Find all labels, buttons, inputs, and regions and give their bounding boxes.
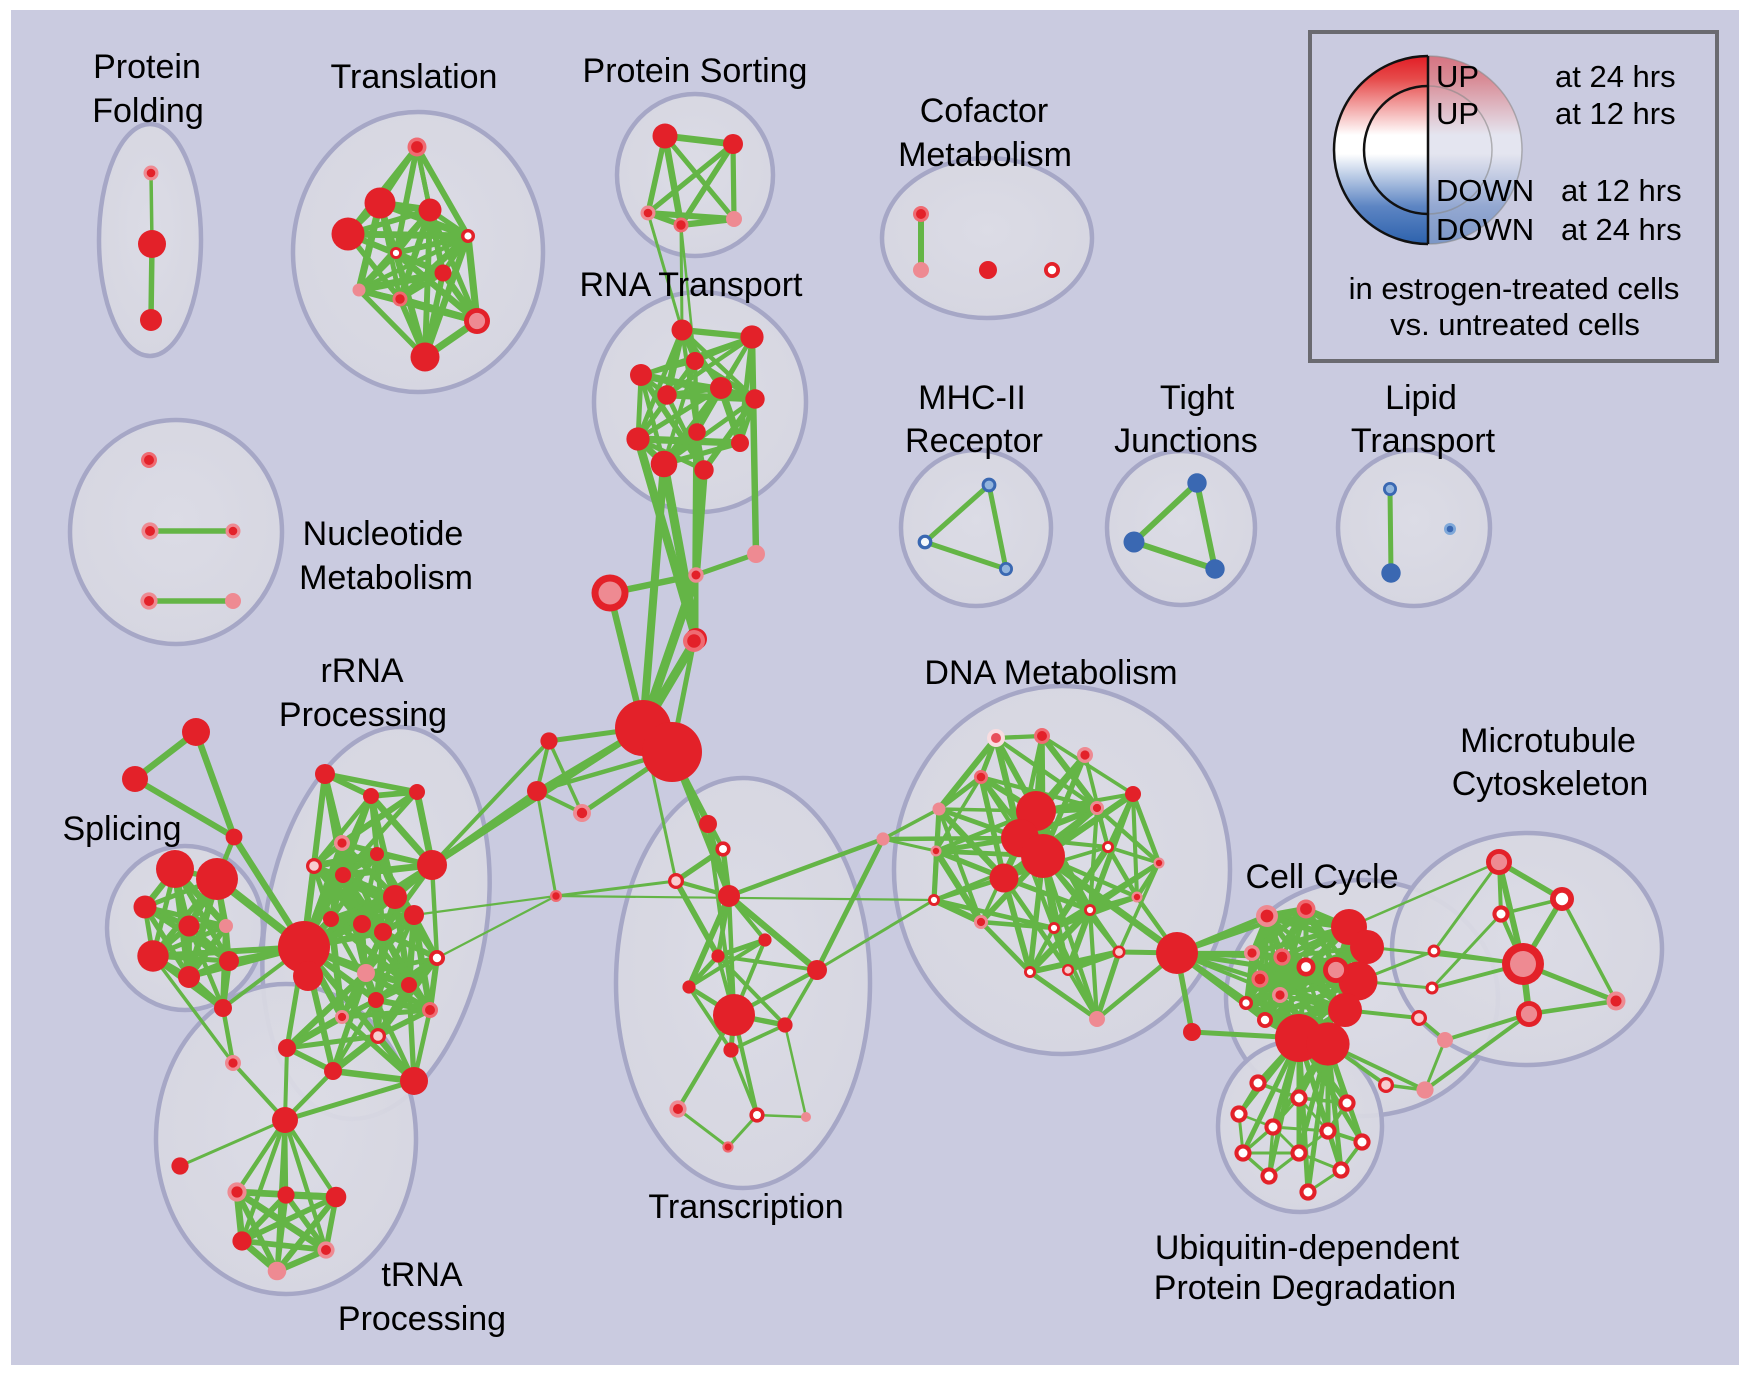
svg-text:Lipid: Lipid [1385,379,1457,417]
svg-text:at 12 hrs: at 12 hrs [1561,173,1682,208]
svg-text:Processing: Processing [338,1300,506,1338]
svg-text:Metabolism: Metabolism [299,559,473,597]
svg-text:in estrogen-treated cells: in estrogen-treated cells [1349,271,1680,306]
svg-text:at 12 hrs: at 12 hrs [1555,96,1676,131]
svg-text:Transport: Transport [1351,422,1496,460]
svg-text:at 24 hrs: at 24 hrs [1561,212,1682,247]
svg-text:vs. untreated cells: vs. untreated cells [1390,307,1640,342]
svg-text:RNA Transport: RNA Transport [580,266,804,304]
svg-text:tRNA: tRNA [381,1256,463,1294]
svg-text:MHC-II: MHC-II [918,379,1026,417]
svg-text:Protein Degradation: Protein Degradation [1154,1269,1456,1307]
svg-text:Cofactor: Cofactor [920,92,1049,130]
svg-text:Ubiquitin-dependent: Ubiquitin-dependent [1155,1229,1460,1267]
svg-text:Metabolism: Metabolism [898,136,1072,174]
svg-text:DOWN: DOWN [1436,173,1534,208]
svg-text:Cytoskeleton: Cytoskeleton [1452,765,1649,803]
svg-text:Tight: Tight [1160,379,1235,417]
svg-text:Nucleotide: Nucleotide [303,515,464,553]
svg-text:Transcription: Transcription [648,1188,843,1226]
svg-text:Receptor: Receptor [905,422,1043,460]
svg-text:Cell Cycle: Cell Cycle [1245,858,1398,896]
svg-text:DOWN: DOWN [1436,212,1534,247]
svg-text:Protein: Protein [93,48,201,86]
svg-text:DNA Metabolism: DNA Metabolism [924,654,1177,692]
svg-text:Splicing: Splicing [62,810,181,848]
svg-text:rRNA: rRNA [320,652,403,690]
svg-text:Translation: Translation [331,58,498,96]
svg-text:Folding: Folding [92,92,204,130]
svg-text:UP: UP [1436,96,1479,131]
svg-text:Protein Sorting: Protein Sorting [583,52,808,90]
svg-text:at 24 hrs: at 24 hrs [1555,59,1676,94]
svg-text:Junctions: Junctions [1114,422,1258,460]
svg-text:UP: UP [1436,59,1479,94]
svg-text:Microtubule: Microtubule [1460,722,1636,760]
svg-text:Processing: Processing [279,696,447,734]
